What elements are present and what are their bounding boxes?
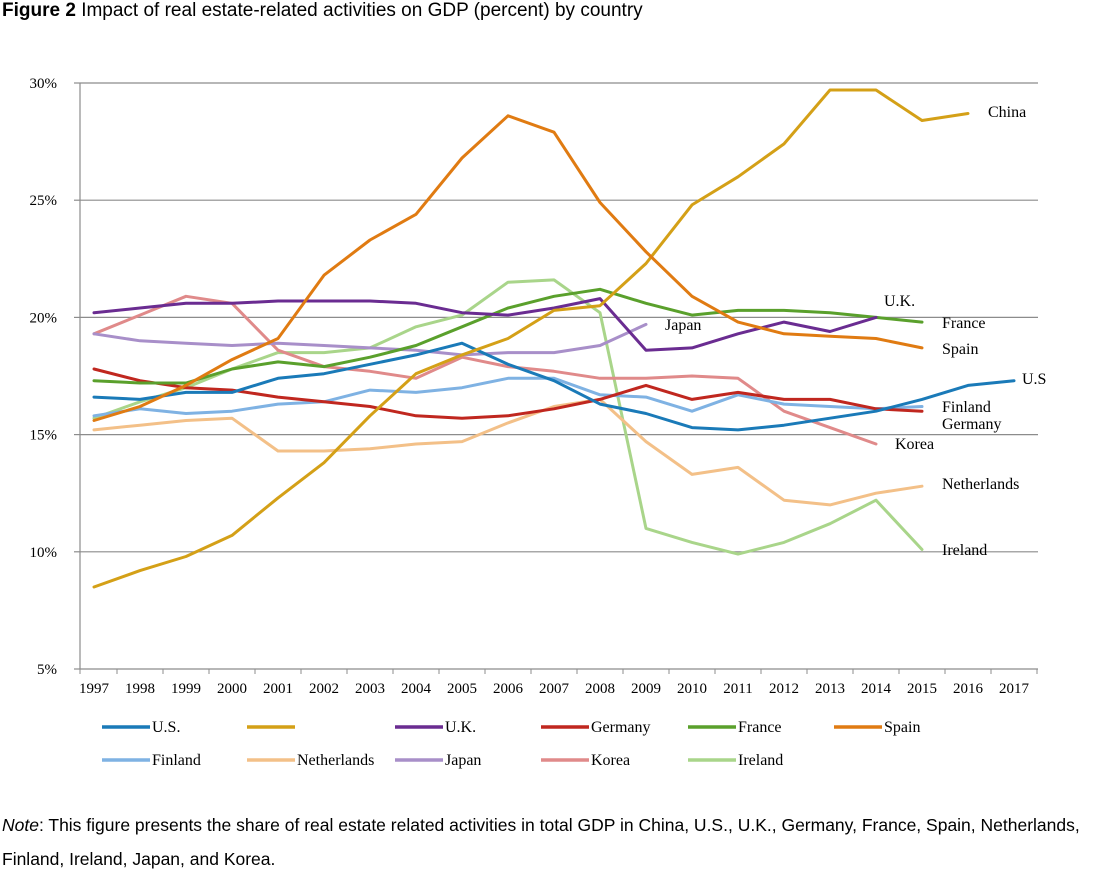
series-line-france	[92, 287, 924, 385]
end-label-spain: Spain	[942, 341, 978, 358]
note-text: : This figure presents the share of real…	[2, 815, 1080, 869]
x-tick-label: 2014	[861, 681, 892, 697]
legend-item: France	[688, 719, 782, 736]
legend: U.S. U.K. Germany France Spain Finland Netherl…	[102, 719, 920, 769]
legend-label: Korea	[591, 752, 630, 769]
series-line-u-k	[92, 297, 878, 352]
legend-item: U.K.	[395, 719, 476, 736]
x-tick-label: 2012	[769, 681, 799, 697]
x-tick-label: 2010	[677, 681, 707, 697]
figure-caption: Impact of real estate-related activities…	[81, 0, 643, 21]
series-line-netherlands	[92, 397, 924, 507]
x-tick-label: 2011	[723, 681, 752, 697]
y-tick-label: 30%	[30, 76, 58, 92]
legend-label: Spain	[884, 719, 920, 736]
y-tick-label: 25%	[30, 193, 58, 209]
legend-label: Germany	[591, 719, 651, 736]
end-label-japan: Japan	[665, 317, 701, 334]
x-tick-label: 2008	[585, 681, 615, 697]
x-tick-label: 2002	[309, 681, 339, 697]
axes: 5% 10% 15% 20% 25% 30% 1997 1998 1999 2000 2001 200…	[30, 76, 1038, 697]
end-label-korea: Korea	[895, 436, 934, 453]
legend-item: Japan	[395, 752, 481, 769]
end-label-france: France	[942, 315, 986, 332]
x-tick-label: 2005	[447, 681, 477, 697]
y-tick-label: 15%	[30, 428, 58, 444]
x-tick-label: 2004	[401, 681, 432, 697]
end-label-china: China	[988, 104, 1026, 121]
series-line-germany	[92, 367, 924, 420]
series-lines	[92, 88, 1016, 589]
legend-label: Japan	[445, 752, 481, 769]
gridlines	[80, 82, 1038, 553]
figure-label: Figure 2	[2, 0, 76, 21]
end-label-u-s: U.S	[1022, 371, 1046, 388]
legend-item: Ireland	[688, 752, 783, 769]
figure-note: Note: This figure presents the share of …	[2, 808, 1092, 876]
x-tick-label: 2007	[539, 681, 570, 697]
x-tick-label: 2013	[815, 681, 845, 697]
series-line-china	[92, 88, 970, 589]
legend-item: Korea	[541, 752, 630, 769]
legend-label: Netherlands	[297, 752, 374, 769]
end-label-netherlands: Netherlands	[942, 476, 1019, 493]
note-label: Note	[2, 815, 39, 835]
legend-item: U.S.	[102, 719, 180, 736]
series-line-japan	[92, 322, 648, 357]
x-tick-label: 2009	[631, 681, 661, 697]
legend-item: Netherlands	[247, 752, 374, 769]
series-line-finland	[92, 376, 924, 418]
end-labels: U.S China U.K. Germany France Spain Finland Net…	[665, 104, 1046, 559]
series-line-spain	[92, 114, 924, 422]
y-tick-label: 5%	[37, 662, 57, 678]
legend-label: Finland	[152, 752, 201, 769]
legend-item: Spain	[834, 719, 920, 736]
end-label-ireland: Ireland	[942, 542, 987, 559]
x-tick-label: 1997	[79, 681, 110, 697]
y-tick-label: 20%	[30, 310, 58, 326]
x-tick-label: 2006	[493, 681, 524, 697]
x-tick-label: 2017	[999, 681, 1030, 697]
line-chart: 5% 10% 15% 20% 25% 30% 1997 1998 1999 2000 2001 200…	[30, 76, 1047, 769]
series-line-u-s	[92, 341, 1016, 432]
legend-label: France	[738, 719, 782, 736]
end-label-finland: Finland	[942, 399, 991, 416]
legend-label: U.S.	[152, 719, 180, 736]
y-tick-label: 10%	[30, 545, 58, 561]
legend-label: U.K.	[445, 719, 476, 736]
figure-title: Figure 2 Impact of real estate-related a…	[2, 0, 643, 22]
x-tick-label: 2015	[907, 681, 937, 697]
end-label-germany: Germany	[942, 416, 1002, 433]
end-label-u-k: U.K.	[884, 293, 915, 310]
legend-item: Germany	[541, 719, 651, 736]
x-tick-label: 2016	[953, 681, 984, 697]
x-tick-label: 2001	[263, 681, 293, 697]
x-tick-label: 2003	[355, 681, 385, 697]
x-tick-label: 2000	[217, 681, 247, 697]
x-tick-label: 1998	[125, 681, 155, 697]
legend-label: Ireland	[738, 752, 783, 769]
legend-item: Finland	[102, 752, 201, 769]
x-tick-label: 1999	[171, 681, 201, 697]
